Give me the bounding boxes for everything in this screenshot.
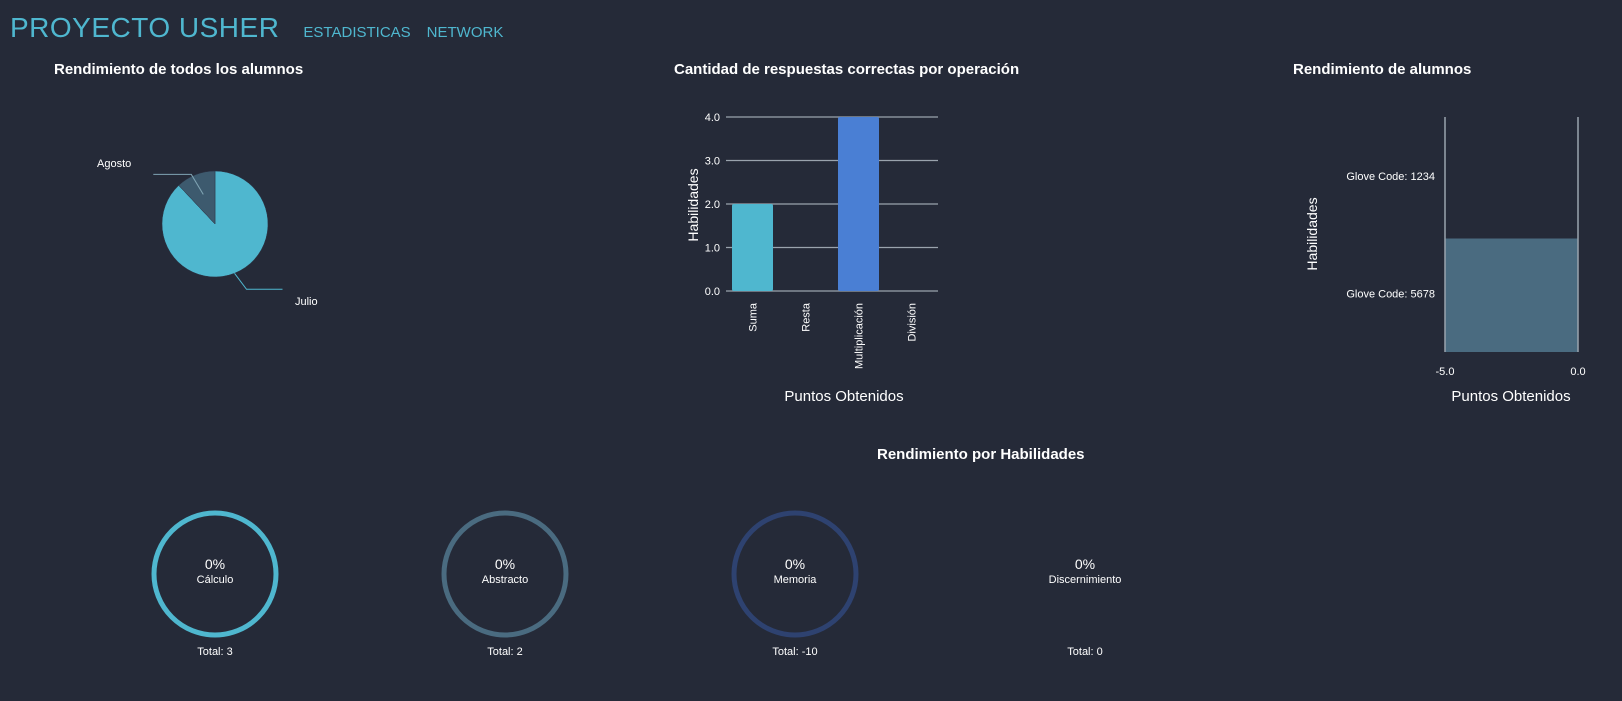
- bar-chart-title: Cantidad de respuestas correctas por ope…: [674, 61, 1020, 78]
- skill-calculo: 0% Cálculo Total: 3: [145, 508, 285, 658]
- skill-percent: 0%: [1074, 556, 1096, 572]
- skill-percent: 0%: [494, 556, 516, 572]
- nav-network[interactable]: NETWORK: [426, 24, 504, 41]
- bar-x-tick-label: Suma: [748, 302, 760, 332]
- bar-x-tick-label: División: [907, 303, 919, 342]
- skill-ring-calculo: [151, 510, 279, 638]
- student-bar-chart: Glove Code: 1234 Glove Code: 5678 -5.0 0.0…: [1304, 117, 1586, 405]
- hbar-x-tick-label: -5.0: [1436, 366, 1455, 378]
- pie-slice-agosto[interactable]: [178, 170, 216, 225]
- skill-ring-abstracto: [441, 510, 569, 638]
- bar-multiplicación[interactable]: [838, 117, 879, 291]
- bar-x-tick-label: Multiplicación: [854, 303, 866, 369]
- bar-x-tick-label: Resta: [801, 302, 813, 332]
- skill-discernimiento: 0% Discernimiento Total: 0: [1015, 508, 1155, 658]
- pie-chart-title: Rendimiento de todos los alumnos: [54, 61, 304, 78]
- bar-x-axis-label: Puntos Obtenidos: [784, 388, 903, 405]
- hbar-x-tick-label: 0.0: [1570, 366, 1585, 378]
- skill-total: Total: -10: [772, 646, 818, 658]
- skill-name: Cálculo: [196, 574, 234, 586]
- pie-leader-julio: [234, 272, 283, 290]
- pie-label-agosto: Agosto: [97, 158, 131, 170]
- hbar-chart-title: Rendimiento de alumnos: [1293, 61, 1472, 78]
- hbar-x-axis-label: Puntos Obtenidos: [1451, 388, 1570, 405]
- bar-y-axis-label: Habilidades: [685, 168, 701, 241]
- bar-y-tick-label: 2.0: [705, 199, 720, 211]
- skill-name: Memoria: [773, 574, 817, 586]
- skill-memoria: 0% Memoria Total: -10: [725, 508, 865, 658]
- bar-y-tick-label: 1.0: [705, 243, 720, 255]
- pie-leader-agosto: [153, 173, 204, 195]
- skill-abstracto: 0% Abstracto Total: 2: [435, 508, 575, 658]
- skill-ring-memoria: [731, 510, 859, 638]
- skill-total: Total: 2: [487, 646, 523, 658]
- skill-name: Discernimiento: [1048, 574, 1122, 586]
- skills-title: Rendimiento por Habilidades: [877, 446, 1085, 463]
- brand-title[interactable]: PROYECTO USHER: [10, 12, 280, 43]
- bar-y-tick-label: 4.0: [705, 112, 720, 124]
- hbar-y-axis-label: Habilidades: [1304, 197, 1320, 270]
- hbar-1[interactable]: [1445, 238, 1578, 353]
- skill-percent: 0%: [784, 556, 806, 572]
- skill-total: Total: 0: [1067, 646, 1103, 658]
- hbar-category-label: Glove Code: 1234: [1346, 171, 1435, 183]
- skill-total: Total: 3: [197, 646, 233, 658]
- skill-percent: 0%: [204, 556, 226, 572]
- hbar-category-label: Glove Code: 5678: [1346, 288, 1435, 300]
- pie-chart: Agosto Julio: [97, 158, 318, 308]
- nav-estadisticas[interactable]: ESTADISTICAS: [303, 24, 411, 41]
- operation-bar-chart: 0.0 1.0 2.0 3.0 4.0 Suma Resta Multiplicación D…: [685, 112, 938, 405]
- bar-suma[interactable]: [732, 204, 773, 291]
- bar-y-tick-label: 0.0: [705, 286, 720, 298]
- top-nav: PROYECTO USHER ESTADISTICAS NETWORK: [10, 12, 503, 46]
- bar-y-tick-label: 3.0: [705, 156, 720, 168]
- pie-label-julio: Julio: [295, 296, 318, 308]
- skill-name: Abstracto: [481, 574, 529, 586]
